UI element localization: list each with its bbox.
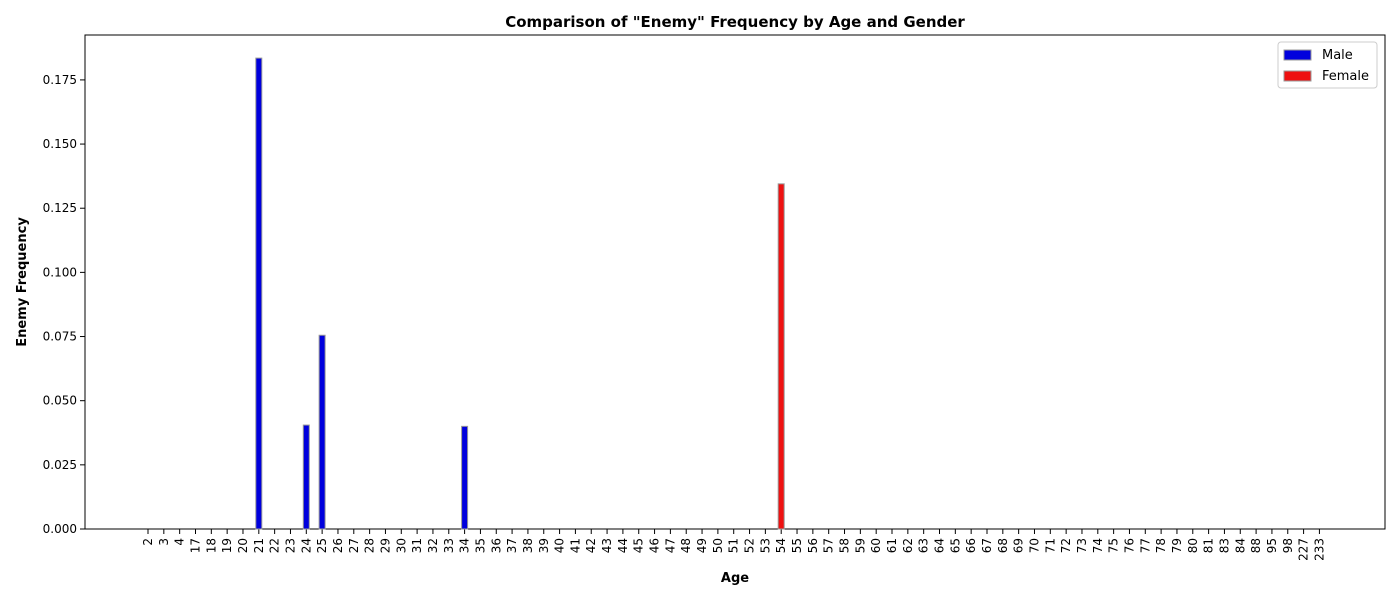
x-tick-label: 31 <box>410 538 424 553</box>
x-tick-label: 20 <box>236 538 250 553</box>
x-tick-label: 28 <box>363 538 377 553</box>
x-tick-label: 75 <box>1107 538 1121 553</box>
x-tick-label: 4 <box>173 538 187 546</box>
x-tick-label: 227 <box>1297 538 1311 561</box>
x-tick-label: 79 <box>1170 538 1184 553</box>
legend-label-male: Male <box>1322 48 1353 63</box>
x-tick-label: 69 <box>1012 538 1026 553</box>
x-tick-label: 88 <box>1249 538 1263 553</box>
x-tick-label: 36 <box>489 538 503 553</box>
bar-female-54 <box>777 183 785 530</box>
bar-male-34 <box>461 425 469 530</box>
x-tick-label: 52 <box>743 538 757 553</box>
x-tick-label: 37 <box>505 538 519 553</box>
x-tick-label: 83 <box>1217 538 1231 553</box>
x-tick-label: 22 <box>268 538 282 553</box>
x-tick-label: 24 <box>299 538 313 553</box>
x-tick-label: 29 <box>378 538 392 553</box>
x-tick-label: 34 <box>458 538 472 553</box>
x-tick-label: 17 <box>188 538 202 553</box>
y-tick-label: 0.100 <box>43 265 77 279</box>
x-tick-label: 25 <box>315 538 329 553</box>
y-tick-label: 0.175 <box>43 73 77 87</box>
x-tick-label: 46 <box>648 538 662 553</box>
x-tick-label: 32 <box>426 538 440 553</box>
x-tick-label: 77 <box>1138 538 1152 553</box>
x-tick-label: 43 <box>600 538 614 553</box>
x-tick-label: 65 <box>948 538 962 553</box>
x-tick-label: 55 <box>790 538 804 553</box>
x-tick-label: 27 <box>347 538 361 553</box>
x-tick-label: 72 <box>1059 538 1073 553</box>
x-tick-label: 51 <box>727 538 741 553</box>
y-tick-label: 0.000 <box>43 522 77 536</box>
y-axis-label: Enemy Frequency <box>15 217 30 347</box>
x-tick-label: 26 <box>331 538 345 553</box>
x-tick-label: 50 <box>711 538 725 553</box>
x-tick-label: 64 <box>933 538 947 553</box>
bar-male-24 <box>302 424 310 530</box>
x-tick-label: 48 <box>679 538 693 553</box>
x-tick-label: 76 <box>1122 538 1136 553</box>
plot-area: 0.000 0.025 0.050 0.075 0.100 0.125 0.150 0.175… <box>43 34 1386 561</box>
x-tick-label: 38 <box>521 538 535 553</box>
x-tick-label: 33 <box>442 538 456 553</box>
x-tick-label: 45 <box>632 538 646 553</box>
x-tick-label: 39 <box>537 538 551 553</box>
x-tick-label: 78 <box>1154 538 1168 553</box>
x-tick-label: 2 <box>141 538 155 546</box>
x-axis-label: Age <box>721 571 749 586</box>
x-tick-label: 57 <box>822 538 836 553</box>
x-tick-label: 47 <box>663 538 677 553</box>
x-tick-label: 40 <box>553 538 567 553</box>
x-tick-label: 19 <box>220 538 234 553</box>
x-tick-label: 21 <box>252 538 266 553</box>
x-tick-label: 18 <box>204 538 218 553</box>
x-tick-label: 73 <box>1075 538 1089 553</box>
y-tick-label: 0.125 <box>43 201 77 215</box>
chart-title: Comparison of "Enemy" Frequency by Age a… <box>505 13 965 31</box>
x-tick-label: 74 <box>1091 538 1105 553</box>
x-tick-label: 30 <box>394 538 408 553</box>
y-tick-label: 0.075 <box>43 330 77 344</box>
x-tick-label: 56 <box>806 538 820 553</box>
y-tick-label: 0.150 <box>43 137 77 151</box>
x-tick-label: 68 <box>996 538 1010 553</box>
x-tick-label: 233 <box>1312 538 1326 561</box>
x-tick-label: 84 <box>1233 538 1247 553</box>
x-tick-label: 58 <box>838 538 852 553</box>
plot-frame <box>84 34 1386 530</box>
y-tick-label: 0.025 <box>43 458 77 472</box>
x-tick-label: 49 <box>695 538 709 553</box>
x-tick-label: 23 <box>283 538 297 553</box>
x-tick-label: 63 <box>917 538 931 553</box>
legend-swatch-female <box>1283 70 1312 82</box>
y-tick-label: 0.050 <box>43 394 77 408</box>
x-tick-label: 53 <box>758 538 772 553</box>
bar-male-21 <box>255 57 263 530</box>
x-tick-label: 80 <box>1186 538 1200 553</box>
x-tick-label: 81 <box>1202 538 1216 553</box>
x-tick-label: 54 <box>774 538 788 553</box>
x-tick-label: 62 <box>901 538 915 553</box>
bar-male-25 <box>318 334 326 530</box>
x-tick-label: 98 <box>1281 538 1295 553</box>
x-tick-label: 95 <box>1265 538 1279 553</box>
x-tick-label: 71 <box>1043 538 1057 553</box>
x-tick-label: 59 <box>853 538 867 553</box>
x-tick-label: 35 <box>473 538 487 553</box>
x-tick-label: 42 <box>584 538 598 553</box>
x-tick-label: 3 <box>157 538 171 546</box>
x-tick-label: 41 <box>568 538 582 553</box>
x-tick-label: 60 <box>869 538 883 553</box>
x-tick-label: 66 <box>964 538 978 553</box>
x-tick-label: 67 <box>980 538 994 553</box>
legend-label-female: Female <box>1322 69 1369 84</box>
x-tick-label: 61 <box>885 538 899 553</box>
x-tick-label: 70 <box>1027 538 1041 553</box>
x-tick-label: 44 <box>616 538 630 553</box>
legend-swatch-male <box>1283 49 1312 61</box>
